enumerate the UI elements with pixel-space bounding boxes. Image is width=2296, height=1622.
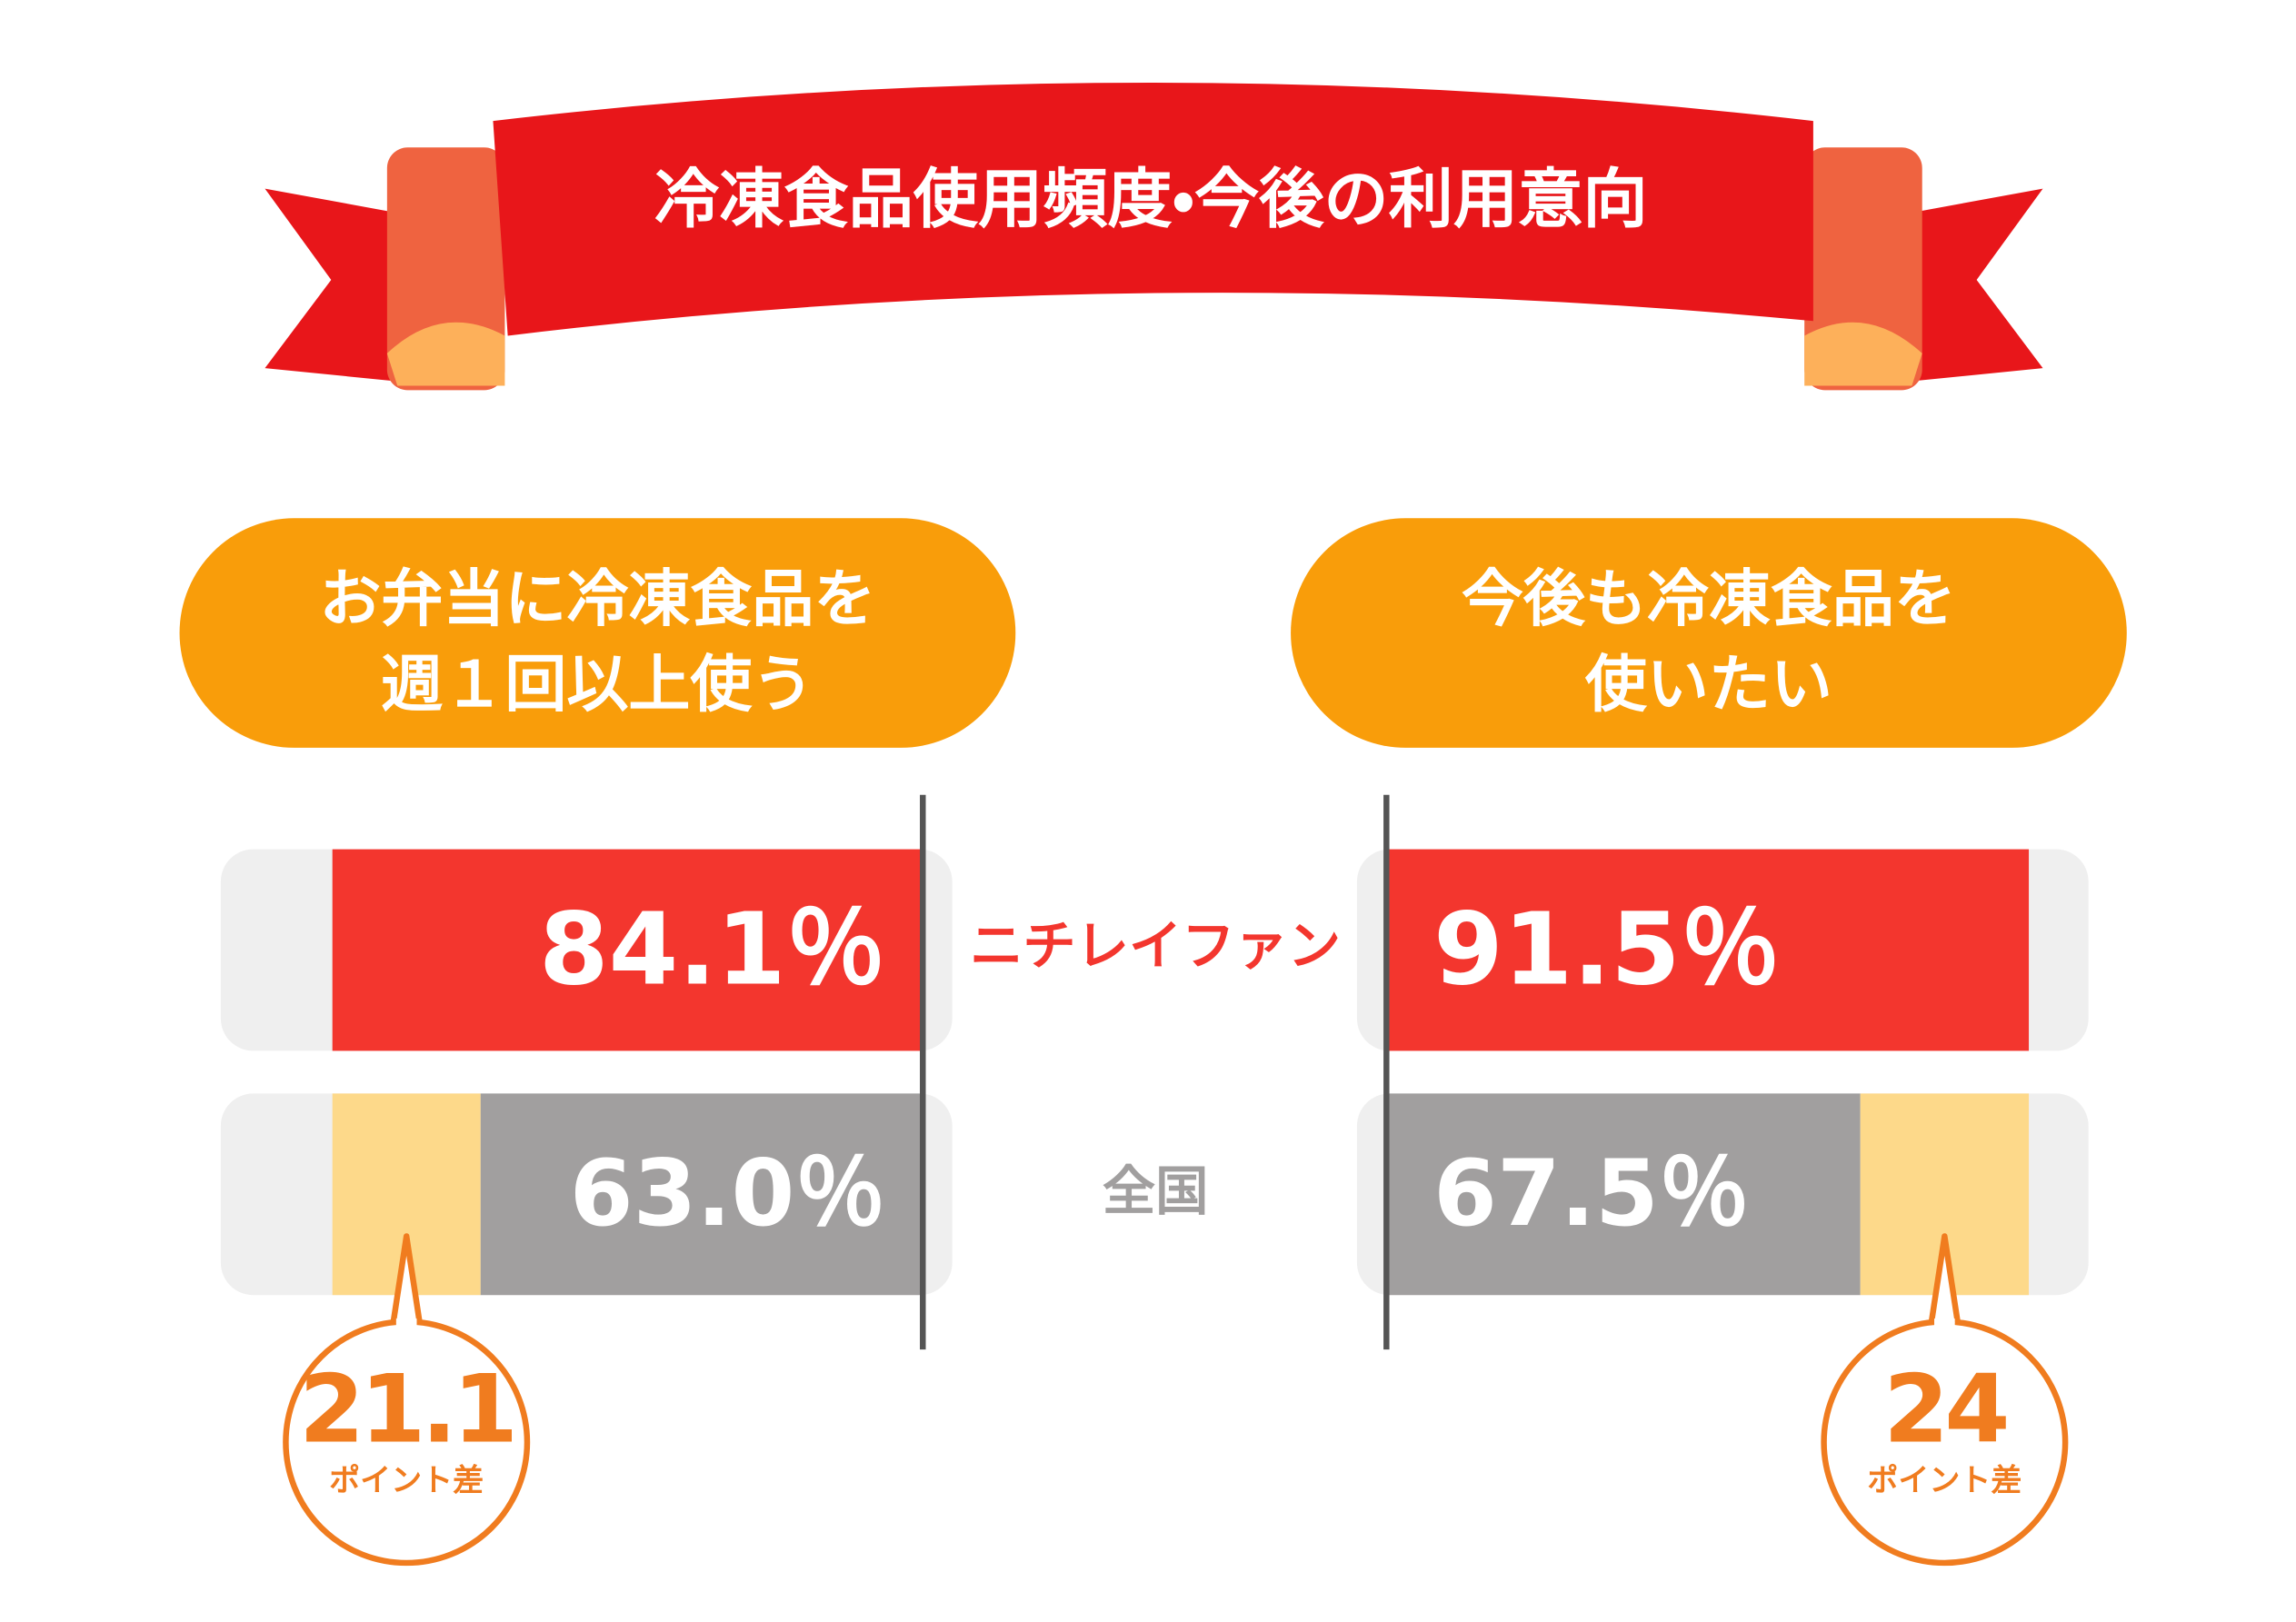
difference-value: 24 [1883, 1355, 2006, 1464]
callout-gap [395, 1318, 417, 1331]
difference-value: 21.1 [299, 1355, 514, 1464]
header-pill [1291, 518, 2127, 748]
title: 冷凍食品使用頻度・今後の利用意向 [654, 161, 1648, 236]
panel-title: 週１回以上使う [381, 650, 814, 721]
panel-title: お弁当に冷凍食品を [319, 564, 875, 636]
ribbon: 冷凍食品使用頻度・今後の利用意向 [265, 82, 2043, 391]
header-pill [179, 518, 1016, 748]
category-label: 全国 [1103, 1160, 1209, 1222]
bar [480, 1093, 923, 1296]
bar [1386, 849, 2030, 1051]
difference-label: ポイント差 [1867, 1462, 2021, 1498]
callout-gap [1934, 1318, 1955, 1331]
value-label: 91.5％ [1433, 891, 1781, 1007]
category-label: ニチレイファン [970, 915, 1341, 977]
panel-title: 今後も冷凍食品を [1462, 564, 1956, 636]
callout-pointer [390, 1233, 423, 1324]
difference-label: ポイント差 [329, 1462, 484, 1498]
panel-title: 使いたい [1585, 650, 1832, 721]
value-label: 84.1％ [539, 891, 886, 1007]
value-label: 63.0％ [570, 1140, 886, 1247]
callout-pointer [1928, 1233, 1962, 1324]
bar [1386, 1093, 1861, 1296]
bar [332, 849, 923, 1051]
value-label: 67.5％ [1433, 1140, 1750, 1247]
